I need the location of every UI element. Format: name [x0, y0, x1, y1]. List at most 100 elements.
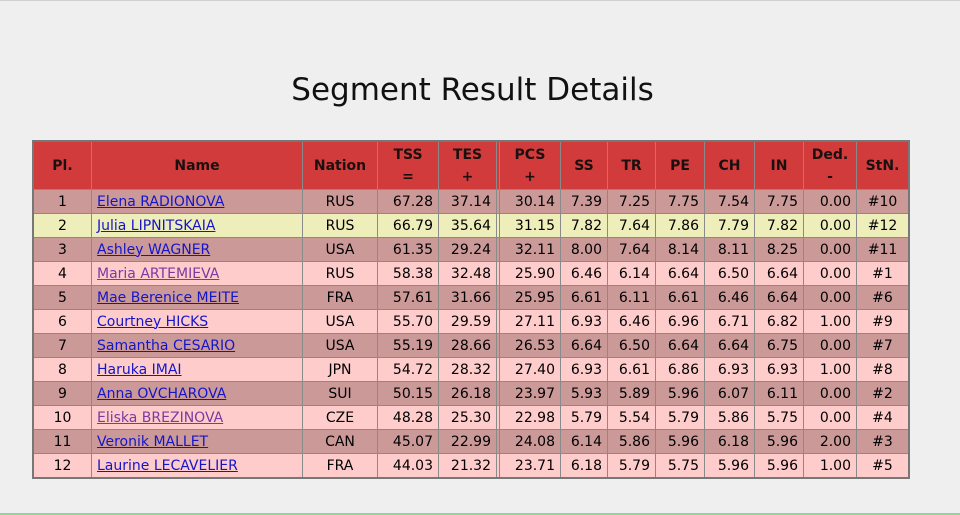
- tss-sub: =: [402, 168, 414, 185]
- tss-cell: 61.35: [377, 237, 439, 262]
- skater-link[interactable]: Veronik MALLET: [97, 433, 209, 450]
- pcs-cell: 22.98: [499, 405, 561, 430]
- results-table: Pl. Name Nation TSS = TES + PCS + SS TR PE …: [32, 140, 910, 479]
- tr-cell: 6.14: [607, 261, 656, 286]
- nation-cell: RUS: [302, 189, 378, 214]
- nation-cell: USA: [302, 309, 378, 334]
- start-number-cell: #11: [856, 237, 910, 262]
- table-row: 6 Courtney HICKS USA 55.70 29.59 27.11 6.93 6.4…: [32, 309, 910, 334]
- pe-cell: 6.64: [655, 261, 705, 286]
- tss-cell: 57.61: [377, 285, 439, 310]
- tr-cell: 6.61: [607, 357, 656, 382]
- place-cell: 1: [32, 189, 92, 214]
- pe-cell: 5.75: [655, 453, 705, 479]
- skater-link[interactable]: Elena RADIONOVA: [97, 193, 225, 210]
- ss-cell: 6.18: [560, 453, 608, 479]
- col-header-nation: Nation: [302, 140, 378, 190]
- table-row: 3 Ashley WAGNER USA 61.35 29.24 32.11 8.00 7.64…: [32, 237, 910, 262]
- pcs-cell: 31.15: [499, 213, 561, 238]
- tes-cell: 22.99: [438, 429, 497, 454]
- ded-cell: 1.00: [803, 309, 857, 334]
- nation-cell: USA: [302, 333, 378, 358]
- skater-name-cell: Veronik MALLET: [91, 429, 303, 454]
- skater-name-cell: Ashley WAGNER: [91, 237, 303, 262]
- tss-cell: 54.72: [377, 357, 439, 382]
- tr-cell: 7.64: [607, 237, 656, 262]
- pcs-cell: 24.08: [499, 429, 561, 454]
- tr-cell: 7.64: [607, 213, 656, 238]
- skater-link[interactable]: Courtney HICKS: [97, 313, 209, 330]
- in-cell: 6.93: [754, 357, 804, 382]
- col-header-tss: TSS =: [377, 140, 439, 190]
- tes-cell: 29.24: [438, 237, 497, 262]
- nation-cell: CZE: [302, 405, 378, 430]
- pe-cell: 8.14: [655, 237, 705, 262]
- col-header-place: Pl.: [32, 140, 92, 190]
- pcs-cell: 23.71: [499, 453, 561, 479]
- place-cell: 10: [32, 405, 92, 430]
- tes-cell: 37.14: [438, 189, 497, 214]
- skater-name-cell: Maria ARTEMIEVA: [91, 261, 303, 286]
- skater-link[interactable]: Julia LIPNITSKAIA: [97, 217, 216, 234]
- table-row: 12 Laurine LECAVELIER FRA 44.03 21.32 23.71 6.…: [32, 453, 910, 479]
- pe-cell: 6.96: [655, 309, 705, 334]
- start-number-cell: #4: [856, 405, 910, 430]
- nation-cell: RUS: [302, 213, 378, 238]
- header-row: Pl. Name Nation TSS = TES + PCS + SS TR PE …: [32, 140, 910, 190]
- place-cell: 4: [32, 261, 92, 286]
- skater-link[interactable]: Eliska BREZINOVA: [97, 409, 224, 426]
- tes-cell: 26.18: [438, 381, 497, 406]
- place-cell: 12: [32, 453, 92, 479]
- in-cell: 6.64: [754, 285, 804, 310]
- table-row: 11 Veronik MALLET CAN 45.07 22.99 24.08 6.14 5.…: [32, 429, 910, 454]
- ch-cell: 6.50: [704, 261, 755, 286]
- ded-label: Ded.: [811, 146, 849, 163]
- table-row: 1 Elena RADIONOVA RUS 67.28 37.14 30.14 7.39 7.…: [32, 189, 910, 214]
- in-cell: 7.82: [754, 213, 804, 238]
- skater-link[interactable]: Haruka IMAI: [97, 361, 182, 378]
- ded-cell: 0.00: [803, 213, 857, 238]
- nation-cell: SUI: [302, 381, 378, 406]
- ss-cell: 6.61: [560, 285, 608, 310]
- start-number-cell: #6: [856, 285, 910, 310]
- ss-cell: 5.93: [560, 381, 608, 406]
- col-header-in: IN: [754, 140, 804, 190]
- tss-cell: 44.03: [377, 453, 439, 479]
- tss-cell: 55.19: [377, 333, 439, 358]
- col-header-start-number: StN.: [856, 140, 910, 190]
- tes-cell: 21.32: [438, 453, 497, 479]
- start-number-cell: #1: [856, 261, 910, 286]
- tr-cell: 7.25: [607, 189, 656, 214]
- skater-link[interactable]: Samantha CESARIO: [97, 337, 236, 354]
- nation-cell: JPN: [302, 357, 378, 382]
- skater-link[interactable]: Maria ARTEMIEVA: [97, 265, 220, 282]
- pcs-cell: 25.95: [499, 285, 561, 310]
- tes-cell: 31.66: [438, 285, 497, 310]
- nation-cell: RUS: [302, 261, 378, 286]
- start-number-cell: #8: [856, 357, 910, 382]
- table-row: 8 Haruka IMAI JPN 54.72 28.32 27.40 6.93 6.61 6.…: [32, 357, 910, 382]
- skater-name-cell: Courtney HICKS: [91, 309, 303, 334]
- ch-cell: 6.46: [704, 285, 755, 310]
- ch-cell: 8.11: [704, 237, 755, 262]
- nation-cell: FRA: [302, 285, 378, 310]
- tss-cell: 45.07: [377, 429, 439, 454]
- in-cell: 6.64: [754, 261, 804, 286]
- table-row: 4 Maria ARTEMIEVA RUS 58.38 32.48 25.90 6.46 6.…: [32, 261, 910, 286]
- skater-link[interactable]: Ashley WAGNER: [97, 241, 211, 258]
- pcs-label: PCS: [514, 146, 546, 163]
- pe-cell: 5.79: [655, 405, 705, 430]
- skater-name-cell: Elena RADIONOVA: [91, 189, 303, 214]
- skater-link[interactable]: Laurine LECAVELIER: [97, 457, 238, 474]
- ded-cell: 0.00: [803, 405, 857, 430]
- skater-link[interactable]: Anna OVCHAROVA: [97, 385, 227, 402]
- col-header-tes: TES +: [438, 140, 497, 190]
- skater-link[interactable]: Mae Berenice MEITE: [97, 289, 239, 306]
- pe-cell: 6.61: [655, 285, 705, 310]
- start-number-cell: #12: [856, 213, 910, 238]
- ch-cell: 5.96: [704, 453, 755, 479]
- tr-cell: 5.54: [607, 405, 656, 430]
- page-title: Segment Result Details: [291, 72, 654, 108]
- pcs-cell: 32.11: [499, 237, 561, 262]
- place-cell: 2: [32, 213, 92, 238]
